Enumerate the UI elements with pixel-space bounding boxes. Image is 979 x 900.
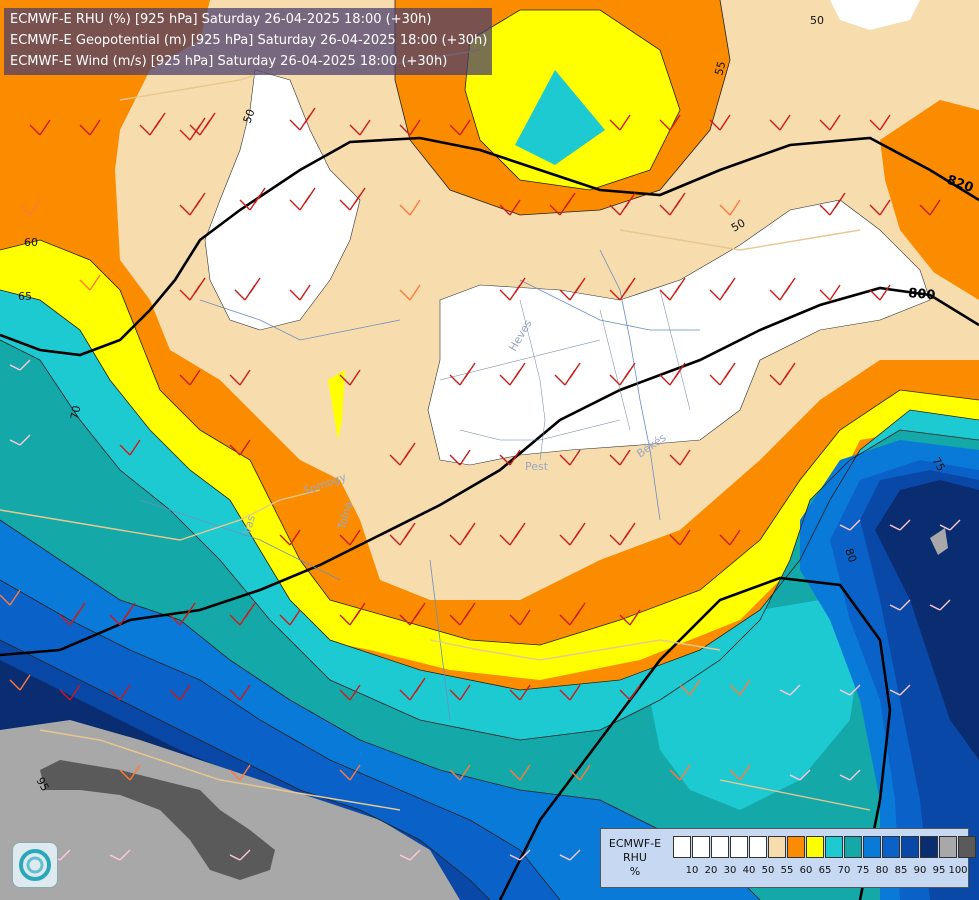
legend-swatches (673, 836, 977, 860)
map-title-box: ECMWF-E RHU (%) [925 hPa] Saturday 26-04… (4, 8, 492, 75)
place-label-pest: Pest (525, 460, 549, 473)
rhu-grey-dot (930, 528, 948, 555)
rhu-band-95-right (875, 480, 979, 760)
rhu-band-50-center (427, 199, 931, 466)
legend-tick-label: 50 (761, 865, 775, 876)
wind-barbs (0, 107, 961, 861)
rhu-band-70-top (515, 70, 605, 165)
geopotential-820-line (0, 136, 979, 357)
legend-swatch (882, 836, 900, 858)
legend-ticks: 10 20 30 40 50 55 60 65 70 75 80 85 90 95 100 (673, 865, 973, 879)
legend-tick-label: 95 (932, 865, 946, 876)
title-line-geopotential: ECMWF-E Geopotential (m) [925 hPa] Satur… (10, 33, 488, 48)
rhu-band-65 (0, 240, 979, 680)
rhu-label: 60 (24, 236, 38, 249)
legend-swatch (958, 836, 976, 858)
legend-title-variable: RHU (623, 851, 647, 864)
rhu-label: 65 (18, 290, 32, 303)
rivers (139, 249, 700, 721)
rhu-label: 70 (68, 404, 83, 420)
legend-tick-label: 100 (948, 865, 968, 876)
legend-swatch (730, 836, 748, 858)
legend-tick-label: 80 (875, 865, 889, 876)
legend-swatch (806, 836, 824, 858)
place-label-vas: Vas (240, 514, 258, 536)
geopotential-800-line-south (498, 576, 892, 900)
legend-tick-label: 40 (742, 865, 756, 876)
rhu-label: 50 (810, 14, 824, 27)
district-borders (439, 289, 691, 461)
legend-title-model: ECMWF-E (608, 837, 662, 850)
rhu-label: 55 (712, 60, 728, 77)
contour-labels: 50 55 50 60 65 70 75 80 95 50 (18, 14, 948, 794)
geopotential-contours (0, 136, 979, 900)
legend-tick-label: 75 (856, 865, 870, 876)
legend-swatch (711, 836, 729, 858)
rhu-band-50-left (204, 69, 361, 331)
legend-swatch (920, 836, 938, 858)
rhu-label: 50 (729, 216, 748, 234)
legend-swatch (692, 836, 710, 858)
geopotential-label: 800 (908, 286, 936, 303)
legend-tick-label: 70 (837, 865, 851, 876)
rhu-band-70-island (650, 600, 860, 810)
wind-barb-icon (0, 199, 751, 781)
title-line-rhu: ECMWF-E RHU (%) [925 hPa] Saturday 26-04… (10, 12, 432, 27)
legend-tick-label: 20 (704, 865, 718, 876)
legend-swatch (787, 836, 805, 858)
legend-title-unit: % (629, 865, 641, 878)
legend-swatch (825, 836, 843, 858)
rhu-band-65-sliver (328, 370, 345, 440)
legend-swatch (844, 836, 862, 858)
legend-swatch (863, 836, 881, 858)
geopotential-800-line (0, 286, 979, 657)
rhu-band-100-grey (0, 720, 460, 900)
legend-swatch (768, 836, 786, 858)
rhu-label: 95 (33, 775, 51, 794)
legend-swatch (939, 836, 957, 858)
legend-swatch (749, 836, 767, 858)
rhu-label: 50 (241, 107, 258, 125)
logo-icon (12, 842, 58, 888)
legend-tick-label: 85 (894, 865, 908, 876)
rhu-label: 75 (929, 455, 947, 474)
legend-tick-label: 30 (723, 865, 737, 876)
rhu-band-60-right (880, 100, 979, 300)
rhu-legend: ECMWF-E RHU % 10 20 30 40 50 55 60 65 70 75 80 85 90… (600, 828, 976, 888)
rhu-band-100-dark (40, 760, 275, 880)
legend-tick-label: 55 (780, 865, 794, 876)
legend-tick-label: 65 (818, 865, 832, 876)
rhu-label: 80 (842, 547, 859, 565)
legend-swatch (673, 836, 691, 858)
legend-swatch (901, 836, 919, 858)
legend-tick-label: 90 (913, 865, 927, 876)
legend-title: ECMWF-E RHU % (603, 837, 667, 879)
wind-barb-icon (29, 107, 941, 701)
legend-tick-label: 60 (799, 865, 813, 876)
legend-tick-label: 10 (685, 865, 699, 876)
rhu-band-50-topright (830, 0, 920, 30)
wind-barb-icon (9, 359, 961, 861)
title-line-wind: ECMWF-E Wind (m/s) [925 hPa] Saturday 26… (10, 54, 448, 69)
